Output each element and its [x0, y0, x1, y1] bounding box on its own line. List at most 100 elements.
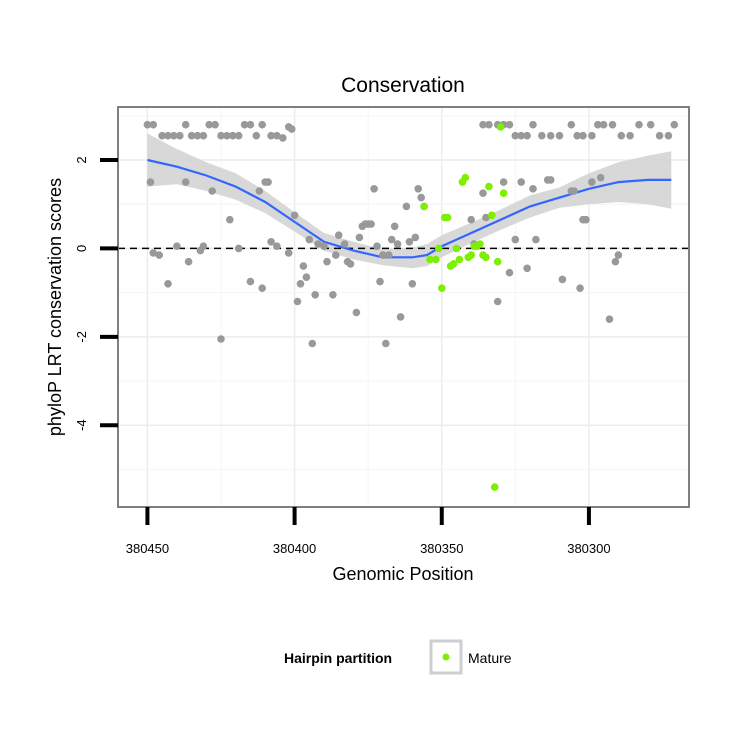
conservation-point	[626, 131, 634, 140]
conservation-point	[187, 131, 196, 140]
legend-title: Hairpin partition	[284, 650, 392, 666]
conservation-point	[379, 251, 387, 259]
conservation-point	[217, 335, 225, 343]
y-tick-label: -4	[74, 419, 89, 431]
conservation-point	[332, 251, 340, 259]
conservation-point	[267, 131, 275, 140]
conservation-point	[176, 131, 184, 140]
conservation-point	[146, 178, 155, 186]
conservation-point	[402, 202, 411, 211]
chart-title: Conservation	[341, 74, 465, 97]
conservation-point	[223, 131, 231, 140]
conservation-point	[558, 275, 567, 284]
conservation-point	[546, 176, 555, 184]
conservation-point	[635, 120, 643, 129]
conservation-point	[181, 178, 190, 186]
conservation-point	[414, 185, 423, 193]
conservation-point	[205, 120, 213, 129]
conservation-point	[485, 120, 493, 129]
conservation-point	[193, 131, 202, 140]
conservation-point	[234, 131, 243, 140]
mature-point	[499, 189, 508, 197]
conservation-point	[229, 131, 237, 140]
conservation-point	[355, 233, 364, 242]
conservation-point	[611, 257, 620, 266]
conservation-point	[479, 120, 487, 129]
conservation-point	[505, 120, 514, 129]
conservation-point	[258, 120, 267, 129]
conservation-point	[287, 125, 296, 133]
mature-point	[488, 211, 496, 220]
conservation-point	[570, 187, 578, 195]
conservation-point	[226, 215, 234, 224]
conservation-point	[311, 291, 320, 299]
points-layer	[143, 120, 679, 491]
conservation-point	[664, 131, 673, 140]
conservation-point	[155, 251, 163, 259]
mature-point	[467, 251, 476, 259]
mature-point	[496, 123, 505, 131]
conservation-point	[299, 262, 308, 270]
conservation-point	[340, 240, 349, 248]
mature-point	[476, 240, 484, 248]
mature-point	[461, 173, 470, 182]
smooth-line-layer	[147, 158, 672, 259]
conservation-point	[164, 280, 172, 288]
conservation-point	[617, 131, 626, 140]
conservation-point	[158, 131, 166, 140]
conservation-point	[529, 120, 537, 129]
y-tick-label: -2	[74, 331, 89, 343]
conservation-point	[296, 280, 305, 288]
conservation-point	[596, 173, 605, 182]
conservation-point	[305, 235, 314, 244]
conservation-point	[467, 215, 476, 224]
conservation-point	[373, 242, 381, 250]
conservation-point	[173, 242, 181, 250]
conservation-point	[405, 238, 414, 246]
confidence-ribbon	[147, 133, 672, 269]
grid-lines	[118, 107, 689, 507]
conservation-point	[573, 131, 581, 140]
legend-label-mature: Mature	[468, 650, 512, 666]
conservation-point	[605, 315, 614, 324]
conservation-point	[567, 120, 576, 129]
mature-point	[490, 483, 499, 491]
conservation-point	[184, 257, 193, 266]
conservation-point	[396, 313, 405, 321]
y-tick-label: 2	[74, 156, 89, 163]
conservation-point	[499, 178, 508, 186]
y-tick-label: 0	[74, 245, 89, 252]
conservation-point	[258, 284, 267, 293]
smooth-trend-line	[147, 158, 672, 259]
conservation-point	[279, 134, 287, 142]
conservation-point	[588, 131, 596, 140]
conservation-point	[284, 249, 293, 257]
conservation-point	[538, 131, 546, 140]
mature-point	[435, 244, 443, 253]
x-tick-label: 380350	[420, 541, 463, 556]
conservation-point	[273, 131, 281, 140]
confidence-ribbon-layer	[147, 133, 672, 269]
conservation-point	[376, 277, 384, 286]
conservation-point	[505, 268, 514, 277]
conservation-point	[149, 249, 158, 257]
x-axis-title: Genomic Position	[332, 564, 473, 584]
conservation-point	[417, 193, 426, 202]
conservation-point	[582, 215, 590, 224]
conservation-point	[252, 131, 261, 140]
mature-point	[432, 255, 440, 264]
conservation-point	[255, 187, 264, 195]
conservation-point	[217, 131, 225, 140]
conservation-point	[329, 291, 337, 299]
conservation-point	[523, 264, 531, 273]
conservation-point	[199, 131, 208, 140]
x-axis: 380450 380400 380350 380300	[126, 507, 611, 556]
conservation-point	[264, 178, 272, 186]
y-axis: 2 0 -2 -4	[74, 156, 118, 431]
conservation-point	[302, 273, 311, 282]
conservation-point	[517, 131, 525, 140]
x-tick-label: 380300	[567, 541, 610, 556]
conservation-point	[670, 120, 679, 129]
conservation-point	[655, 131, 664, 140]
conservation-point	[293, 297, 302, 306]
